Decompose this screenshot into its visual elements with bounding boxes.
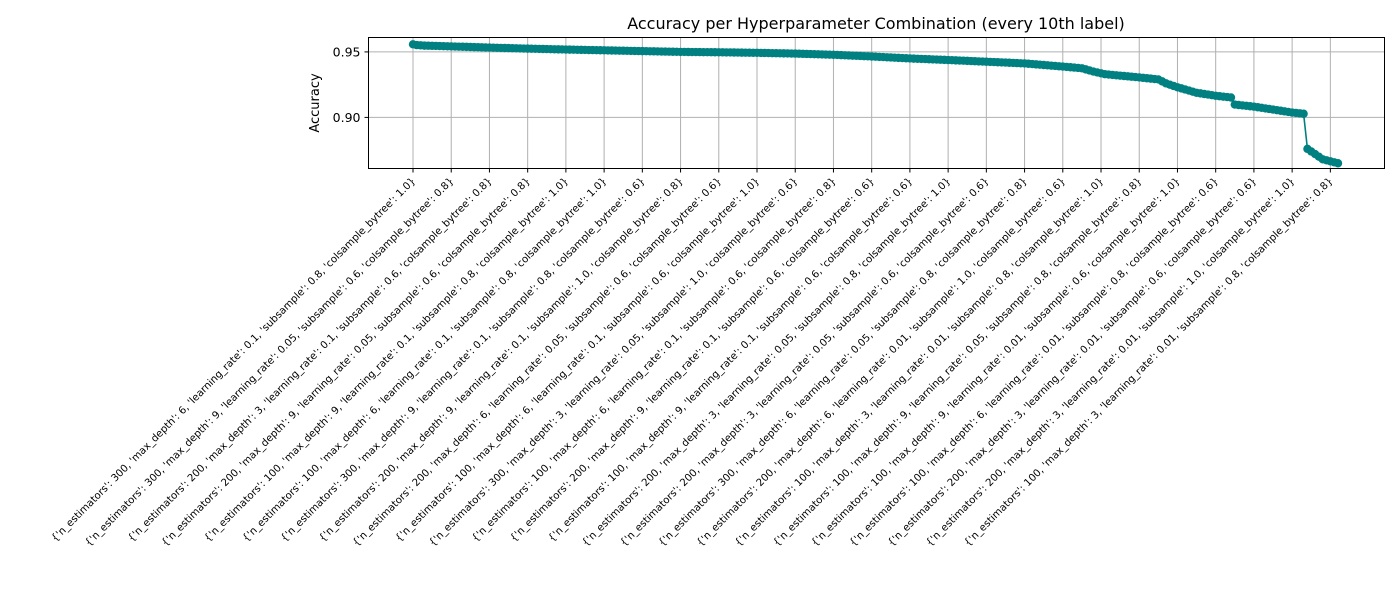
x-tick-label: {'n_estimators': 300, 'max_depth': 9, 'l…	[279, 176, 647, 544]
y-tick-label: 0.95	[333, 44, 361, 59]
accuracy-series	[408, 40, 1343, 168]
x-axis-ticks: {'n_estimators': 300, 'max_depth': 6, 'l…	[50, 168, 1335, 549]
y-axis-label: Accuracy	[308, 73, 323, 133]
plot-frame	[368, 37, 1385, 169]
data-point	[1226, 93, 1236, 102]
x-tick-label: {'n_estimators': 100, 'max_depth': 9, 'l…	[547, 176, 915, 544]
data-point	[1333, 159, 1343, 168]
x-tick-label: {'n_estimators': 100, 'max_depth': 6, 'l…	[394, 176, 762, 544]
x-tick-label: {'n_estimators': 200, 'max_depth': 3, 'l…	[126, 176, 494, 544]
x-tick-label: {'n_estimators': 200, 'max_depth': 9, 'l…	[317, 176, 685, 544]
accuracy-line	[412, 43, 1339, 165]
y-axis-ticks: 0.90 0.95	[333, 44, 369, 125]
x-tick-label: {'n_estimators': 100, 'max_depth': 6, 'l…	[470, 176, 838, 544]
x-tick-label: {'n_estimators': 300, 'max_depth': 6, 'l…	[50, 176, 418, 544]
chart-title: Accuracy per Hyperparameter Combination …	[627, 14, 1125, 33]
x-tick-label: {'n_estimators': 200, 'max_depth': 9, 'l…	[508, 176, 876, 544]
y-tick-label: 0.90	[333, 110, 361, 125]
x-tick-label: {'n_estimators': 100, 'max_depth': 6, 'l…	[241, 176, 609, 544]
x-tick-label: {'n_estimators': 100, 'max_depth': 9, 'l…	[203, 176, 571, 544]
data-point	[1299, 109, 1308, 118]
